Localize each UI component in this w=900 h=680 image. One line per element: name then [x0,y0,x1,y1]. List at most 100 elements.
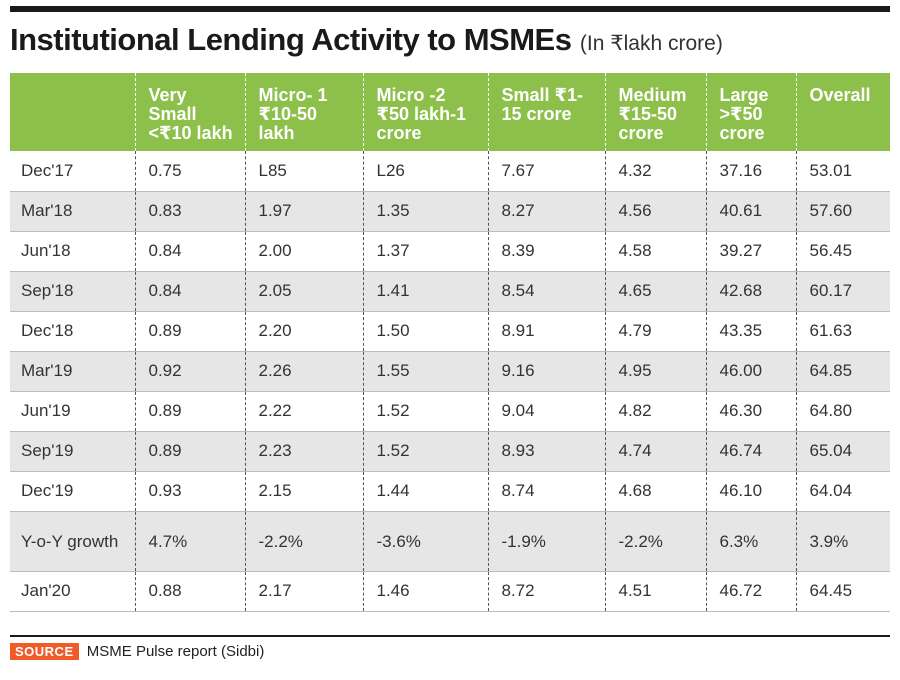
table-cell: 8.91 [487,311,605,352]
table-cell: 4.7% [134,511,245,572]
row-label: Mar'19 [10,351,135,392]
table-cell: 4.65 [604,271,706,312]
column-header-period [10,73,135,151]
chart-subtitle: (In ₹lakh crore) [579,32,723,55]
table-cell: 4.95 [604,351,706,392]
table-cell: 0.83 [134,191,245,232]
row-label: Sep'18 [10,271,135,312]
table-cell: L85 [244,151,363,192]
table-cell: 1.52 [362,391,488,432]
table-cell: 7.67 [487,151,605,192]
top-rule [10,6,890,12]
table-cell: 2.17 [244,571,363,612]
table-cell: 53.01 [795,151,890,192]
table-cell: 1.44 [362,471,488,512]
table-cell: 1.97 [244,191,363,232]
row-label: Jan'20 [10,571,135,612]
table-cell: 2.23 [244,431,363,472]
row-label: Sep'19 [10,431,135,472]
row-label: Mar'18 [10,191,135,232]
table-cell: -1.9% [487,511,605,572]
table-cell: 0.92 [134,351,245,392]
table-cell: 1.46 [362,571,488,612]
table-cell: 0.84 [134,271,245,312]
table-cell: 60.17 [795,271,890,312]
row-label: Jun'18 [10,231,135,272]
table-cell: L26 [362,151,488,192]
table-row: Dec'19 0.93 2.15 1.44 8.74 4.68 46.10 64.04 [10,471,890,512]
table-cell: 64.45 [795,571,890,612]
chart-title: Institutional Lending Activity to MSMEs [10,22,572,57]
table-cell: 2.20 [244,311,363,352]
row-label: Jun'19 [10,391,135,432]
table-cell: 65.04 [795,431,890,472]
table-cell: 57.60 [795,191,890,232]
table-cell: 8.54 [487,271,605,312]
table-cell: 8.72 [487,571,605,612]
title-row: Institutional Lending Activity to MSMEs … [10,22,723,58]
table-row: Dec'18 0.89 2.20 1.50 8.91 4.79 43.35 61.63 [10,311,890,352]
table-cell: 56.45 [795,231,890,272]
table-cell: 1.41 [362,271,488,312]
table-cell: 61.63 [795,311,890,352]
data-table: Very Small <₹10 lakh Micro- 1 ₹10-50 lakh… [10,73,890,612]
table-cell: 40.61 [705,191,796,232]
table-cell: 4.56 [604,191,706,232]
row-label: Dec'18 [10,311,135,352]
table-cell: 64.04 [795,471,890,512]
table-cell: 4.82 [604,391,706,432]
table-cell: 0.89 [134,391,245,432]
table-cell: 8.27 [487,191,605,232]
table-cell: 42.68 [705,271,796,312]
table-cell: 0.89 [134,431,245,472]
table-cell: 2.15 [244,471,363,512]
table-row: Jun'18 0.84 2.00 1.37 8.39 4.58 39.27 56.45 [10,231,890,272]
table-cell: 0.89 [134,311,245,352]
table-cell: 1.50 [362,311,488,352]
column-header: Medium ₹15-50 crore [604,73,706,151]
table-cell: -2.2% [604,511,706,572]
column-header: Micro- 1 ₹10-50 lakh [244,73,363,151]
table-cell: -2.2% [244,511,363,572]
row-label: Y-o-Y growth [10,511,135,572]
header-row: Very Small <₹10 lakh Micro- 1 ₹10-50 lakh… [10,73,890,151]
table-cell: 46.72 [705,571,796,612]
table-cell: 8.39 [487,231,605,272]
table-cell: 2.22 [244,391,363,432]
table-cell: 43.35 [705,311,796,352]
row-label: Dec'17 [10,151,135,192]
table-cell: 1.35 [362,191,488,232]
column-header: Micro -2 ₹50 lakh-1 crore [362,73,488,151]
table-cell: 8.93 [487,431,605,472]
table-cell: 9.16 [487,351,605,392]
table-cell: 4.51 [604,571,706,612]
table-cell: 2.26 [244,351,363,392]
table-cell: 39.27 [705,231,796,272]
table-cell: 9.04 [487,391,605,432]
column-header: Very Small <₹10 lakh [134,73,245,151]
table-row: Sep'18 0.84 2.05 1.41 8.54 4.65 42.68 60.17 [10,271,890,312]
table-cell: 2.05 [244,271,363,312]
table-cell: 37.16 [705,151,796,192]
table-cell: 8.74 [487,471,605,512]
column-header: Small ₹1-15 crore [487,73,605,151]
table-cell: 2.00 [244,231,363,272]
table-cell: 46.10 [705,471,796,512]
table-cell: 1.52 [362,431,488,472]
table-cell: 6.3% [705,511,796,572]
table-cell: 0.84 [134,231,245,272]
table-cell: 64.80 [795,391,890,432]
table-row: Mar'19 0.92 2.26 1.55 9.16 4.95 46.00 64.85 [10,351,890,392]
table-row: Dec'17 0.75 L85 L26 7.67 4.32 37.16 53.01 [10,151,890,192]
table-cell: 46.30 [705,391,796,432]
table-cell: 3.9% [795,511,890,572]
table-cell: 0.88 [134,571,245,612]
source-badge: SOURCE [10,643,79,660]
column-header: Large >₹50 crore [705,73,796,151]
table-cell: 46.00 [705,351,796,392]
table-cell: 4.74 [604,431,706,472]
table-row: Mar'18 0.83 1.97 1.35 8.27 4.56 40.61 57.60 [10,191,890,232]
table-cell: 46.74 [705,431,796,472]
table-cell: 4.68 [604,471,706,512]
table-row: Jan'20 0.88 2.17 1.46 8.72 4.51 46.72 64.45 [10,571,890,612]
